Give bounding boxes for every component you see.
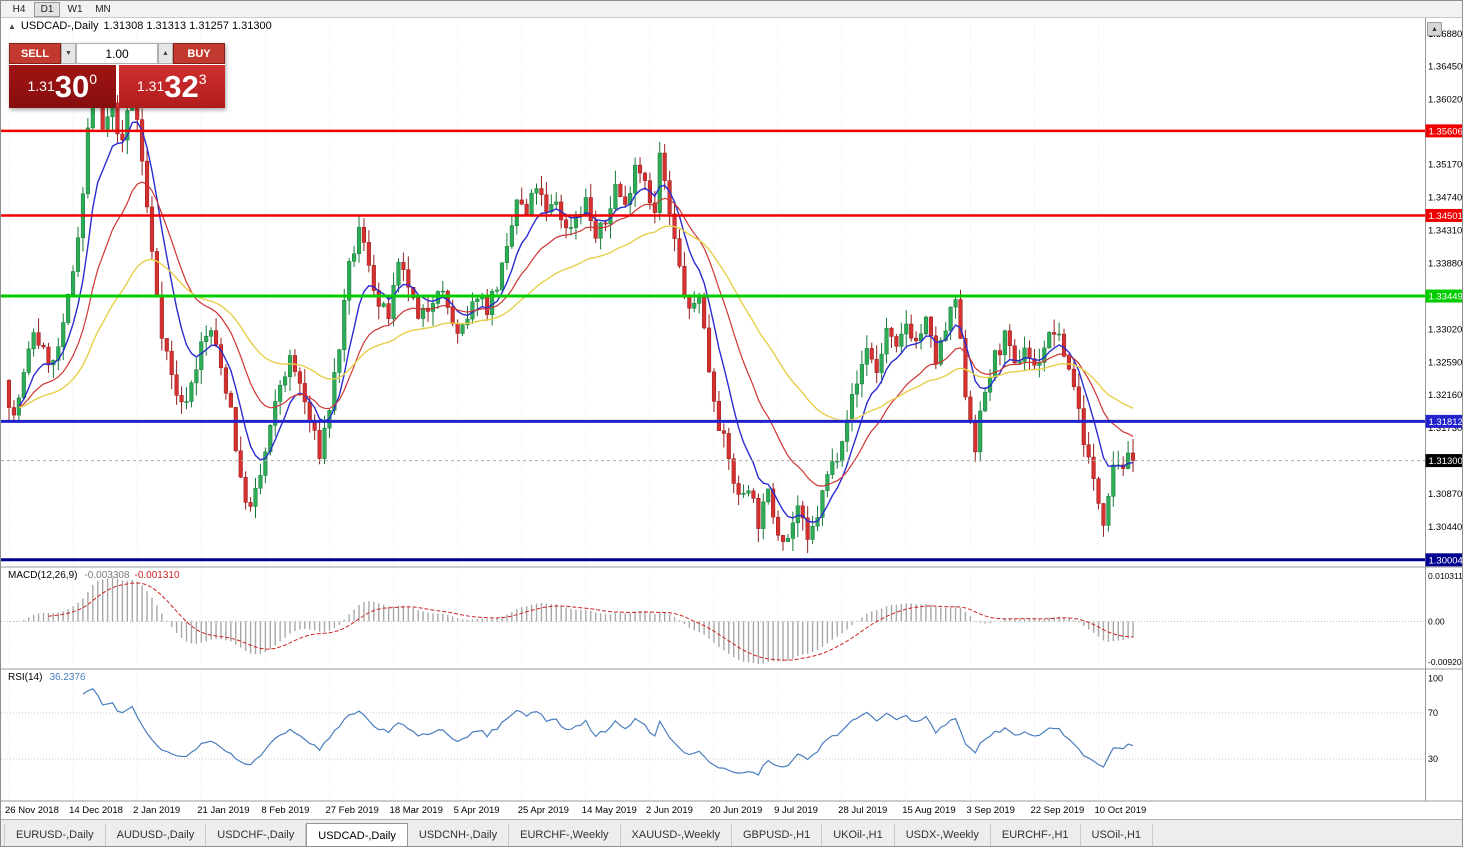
grid-lines <box>8 18 1100 801</box>
chart-symbol-label: USDCAD-,Daily <box>20 20 99 32</box>
svg-text:1.35170: 1.35170 <box>1428 160 1462 171</box>
svg-text:1.34310: 1.34310 <box>1428 226 1462 237</box>
macd-signal-value: -0.001310 <box>134 570 180 581</box>
buy-button[interactable]: BUY <box>173 43 225 64</box>
svg-text:3 Sep 2019: 3 Sep 2019 <box>966 805 1015 816</box>
svg-text:1.36880: 1.36880 <box>1428 29 1462 40</box>
svg-text:2 Jan 2019: 2 Jan 2019 <box>133 805 180 816</box>
timeframe-button[interactable]: MN <box>90 1 116 17</box>
price-axis-labels: 1.36880 1.36450 1.36020 1.35170 1.34740 1.343… <box>1428 29 1463 764</box>
volume-input[interactable]: 1.00 <box>76 43 158 64</box>
volume-increase-icon[interactable]: ▲ <box>158 43 173 64</box>
timeframe-toolbar: H4 D1 W1 MN <box>1 1 1462 18</box>
macd-signal-line <box>48 582 1134 661</box>
buy-price-base: 1.31 <box>136 78 165 94</box>
svg-text:1.33880: 1.33880 <box>1428 259 1462 270</box>
svg-text:1.32590: 1.32590 <box>1428 357 1462 368</box>
sell-button[interactable]: SELL <box>9 43 61 64</box>
svg-text:1.36020: 1.36020 <box>1428 95 1462 106</box>
svg-text:21 Jan 2019: 21 Jan 2019 <box>197 805 249 816</box>
chart-tab[interactable]: USOil-,H1 <box>1081 824 1154 846</box>
svg-text:15 Aug 2019: 15 Aug 2019 <box>902 805 955 816</box>
svg-text:5 Apr 2019: 5 Apr 2019 <box>454 805 500 816</box>
chart-tab[interactable]: GBPUSD-,H1 <box>732 824 823 846</box>
chart-tab[interactable]: USDX-,Weekly <box>895 824 991 846</box>
svg-text:70: 70 <box>1428 708 1438 718</box>
svg-text:0.010311: 0.010311 <box>1428 571 1463 581</box>
svg-text:1.33449: 1.33449 <box>1429 292 1463 303</box>
sell-price-base: 1.31 <box>27 78 55 94</box>
macd-name: MACD(12,26,9) <box>8 570 78 581</box>
chart-ohlc-values: 1.31308 1.31313 1.31257 1.31300 <box>103 20 272 32</box>
svg-text:26 Nov 2018: 26 Nov 2018 <box>5 805 59 816</box>
timeframe-button[interactable]: W1 <box>62 1 88 17</box>
buy-price-button[interactable]: 1.31 32 3 <box>118 65 225 108</box>
macd-main-value: -0.003308 <box>84 570 130 581</box>
chart-canvas[interactable]: 1.36880 1.36450 1.36020 1.35170 1.34740 1.343… <box>1 18 1463 819</box>
svg-text:0.00: 0.00 <box>1428 616 1445 626</box>
sell-price-point: 0 <box>89 71 98 87</box>
svg-text:27 Feb 2019: 27 Feb 2019 <box>325 805 378 816</box>
chart-tab[interactable]: EURCHF-,Weekly <box>509 824 621 846</box>
svg-text:20 Jun 2019: 20 Jun 2019 <box>710 805 762 816</box>
one-click-trading-panel: SELL ▼ 1.00 ▲ BUY 1.31 30 0 1.31 32 3 <box>9 43 225 108</box>
svg-text:10 Oct 2019: 10 Oct 2019 <box>1095 805 1147 816</box>
svg-text:8 Feb 2019: 8 Feb 2019 <box>261 805 309 816</box>
svg-text:1.35606: 1.35606 <box>1429 126 1463 137</box>
svg-text:1.34501: 1.34501 <box>1429 211 1463 222</box>
timeframe-button[interactable]: D1 <box>34 1 60 17</box>
chart-tab[interactable]: EURCHF-,H1 <box>991 824 1081 846</box>
sell-price-pips: 30 <box>54 69 90 104</box>
svg-text:1.36450: 1.36450 <box>1428 62 1462 73</box>
svg-text:28 Jul 2019: 28 Jul 2019 <box>838 805 887 816</box>
chart-tab[interactable]: USDCAD-,Daily <box>306 823 408 846</box>
candlesticks <box>6 64 1136 554</box>
svg-text:1.31730: 1.31730 <box>1428 423 1462 434</box>
svg-text:22 Sep 2019: 22 Sep 2019 <box>1030 805 1084 816</box>
macd-histogram <box>8 577 1134 665</box>
macd-indicator-label: MACD(12,26,9) -0.003308 -0.001310 <box>8 570 180 581</box>
svg-text:1.32160: 1.32160 <box>1428 390 1462 401</box>
rsi-value: 36.2376 <box>49 672 86 683</box>
rsi-name: RSI(14) <box>8 672 43 683</box>
svg-text:2 Jun 2019: 2 Jun 2019 <box>646 805 693 816</box>
sell-price-button[interactable]: 1.31 30 0 <box>9 65 116 108</box>
svg-text:9 Jul 2019: 9 Jul 2019 <box>774 805 818 816</box>
chart-tab[interactable]: AUDUSD-,Daily <box>106 824 207 846</box>
svg-text:100: 100 <box>1428 674 1443 684</box>
svg-text:1.31300: 1.31300 <box>1429 456 1463 467</box>
svg-text:-0.0092030: -0.0092030 <box>1428 657 1463 667</box>
collapse-panel-icon[interactable]: ▲ <box>8 21 16 31</box>
chart-tab[interactable]: USDCHF-,Daily <box>206 824 307 846</box>
svg-text:25 Apr 2019: 25 Apr 2019 <box>518 805 569 816</box>
chart-tab[interactable]: USDCNH-,Daily <box>408 824 510 846</box>
rsi-line <box>82 688 1134 776</box>
svg-text:1.31812: 1.31812 <box>1429 417 1463 428</box>
chart-tab[interactable]: XAUUSD-,Weekly <box>621 824 732 846</box>
buy-price-pips: 32 <box>164 69 199 104</box>
chart-tabs-bar: EURUSD-,Daily AUDUSD-,Daily USDCHF-,Daily U… <box>1 819 1462 846</box>
buy-price-point: 3 <box>198 71 207 87</box>
svg-text:14 Dec 2018: 14 Dec 2018 <box>69 805 123 816</box>
chart-tab[interactable]: EURUSD-,Daily <box>4 824 106 846</box>
volume-decrease-icon[interactable]: ▼ <box>61 43 76 64</box>
scroll-up-button[interactable]: ▲ <box>1427 22 1442 36</box>
chart-tab[interactable]: UKOil-,H1 <box>822 824 895 846</box>
svg-text:14 May 2019: 14 May 2019 <box>582 805 637 816</box>
svg-text:1.34740: 1.34740 <box>1428 193 1462 204</box>
timeframe-button[interactable]: H4 <box>6 1 32 17</box>
horizontal-level-lines <box>1 129 1425 562</box>
svg-text:18 Mar 2019: 18 Mar 2019 <box>390 805 443 816</box>
svg-text:1.30870: 1.30870 <box>1428 489 1462 500</box>
svg-text:1.30004: 1.30004 <box>1429 555 1463 566</box>
svg-text:1.33020: 1.33020 <box>1428 324 1462 335</box>
rsi-indicator-label: RSI(14) 36.2376 <box>8 672 86 683</box>
moving-averages <box>18 121 1134 523</box>
date-axis-labels: 26 Nov 2018 14 Dec 2018 2 Jan 2019 21 Jan 2… <box>5 805 1146 816</box>
price-axis-badges: 1.35606 1.34501 1.33449 1.31812 1.30004 1.313… <box>1425 124 1463 567</box>
svg-text:1.30440: 1.30440 <box>1428 522 1462 533</box>
chart-title: ▲ USDCAD-,Daily 1.31308 1.31313 1.31257 … <box>8 20 272 32</box>
svg-text:30: 30 <box>1428 754 1438 764</box>
